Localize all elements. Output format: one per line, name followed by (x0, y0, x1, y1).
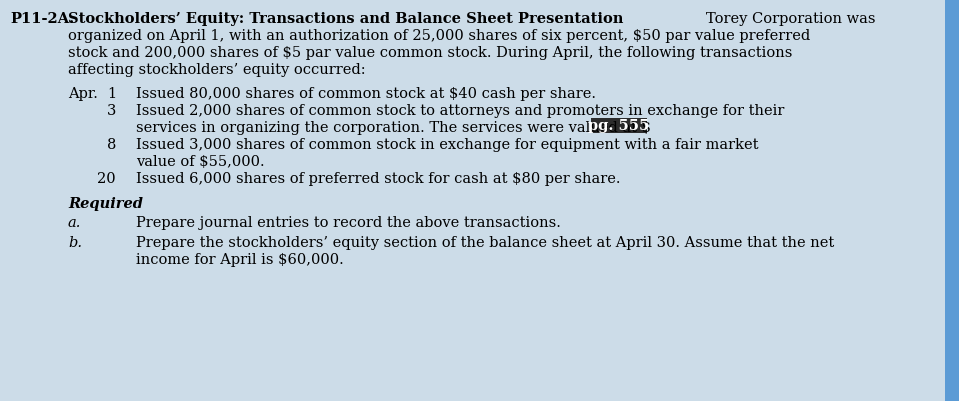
Text: Issued 6,000 shares of preferred stock for cash at $80 per share.: Issued 6,000 shares of preferred stock f… (136, 171, 620, 185)
Text: P11-2A.: P11-2A. (10, 12, 74, 26)
Text: services in organizing the corporation. The services were valued at $: services in organizing the corporation. … (136, 120, 651, 134)
Text: Issued 2,000 shares of common stock to attorneys and promoters in exchange for t: Issued 2,000 shares of common stock to a… (136, 103, 784, 117)
Text: b.: b. (68, 235, 82, 249)
Text: stock and 200,000 shares of $5 par value common stock. During April, the followi: stock and 200,000 shares of $5 par value… (68, 46, 792, 60)
Text: 20: 20 (98, 171, 116, 185)
Text: 8: 8 (106, 138, 116, 152)
FancyBboxPatch shape (945, 0, 959, 401)
Text: 1: 1 (106, 87, 116, 101)
Text: Stockholders’ Equity: Transactions and Balance Sheet Presentation: Stockholders’ Equity: Transactions and B… (68, 12, 623, 26)
Text: Apr.: Apr. (68, 87, 98, 101)
Text: income for April is $60,000.: income for April is $60,000. (136, 252, 343, 266)
Text: 3: 3 (106, 103, 116, 117)
Text: Torey Corporation was: Torey Corporation was (706, 12, 876, 26)
Text: value of $55,000.: value of $55,000. (136, 154, 265, 168)
Text: Required: Required (68, 197, 143, 211)
Text: Issued 3,000 shares of common stock in exchange for equipment with a fair market: Issued 3,000 shares of common stock in e… (136, 138, 759, 152)
Text: a.: a. (68, 215, 82, 229)
Text: Prepare journal entries to record the above transactions.: Prepare journal entries to record the ab… (136, 215, 561, 229)
Text: affecting stockholders’ equity occurred:: affecting stockholders’ equity occurred: (68, 63, 365, 77)
Text: pg. 555: pg. 555 (589, 119, 649, 132)
FancyBboxPatch shape (591, 119, 647, 134)
Text: organized on April 1, with an authorization of 25,000 shares of six percent, $50: organized on April 1, with an authorizat… (68, 29, 810, 43)
Text: Prepare the stockholders’ equity section of the balance sheet at April 30. Assum: Prepare the stockholders’ equity section… (136, 235, 834, 249)
Text: Issued 80,000 shares of common stock at $40 cash per share.: Issued 80,000 shares of common stock at … (136, 87, 596, 101)
